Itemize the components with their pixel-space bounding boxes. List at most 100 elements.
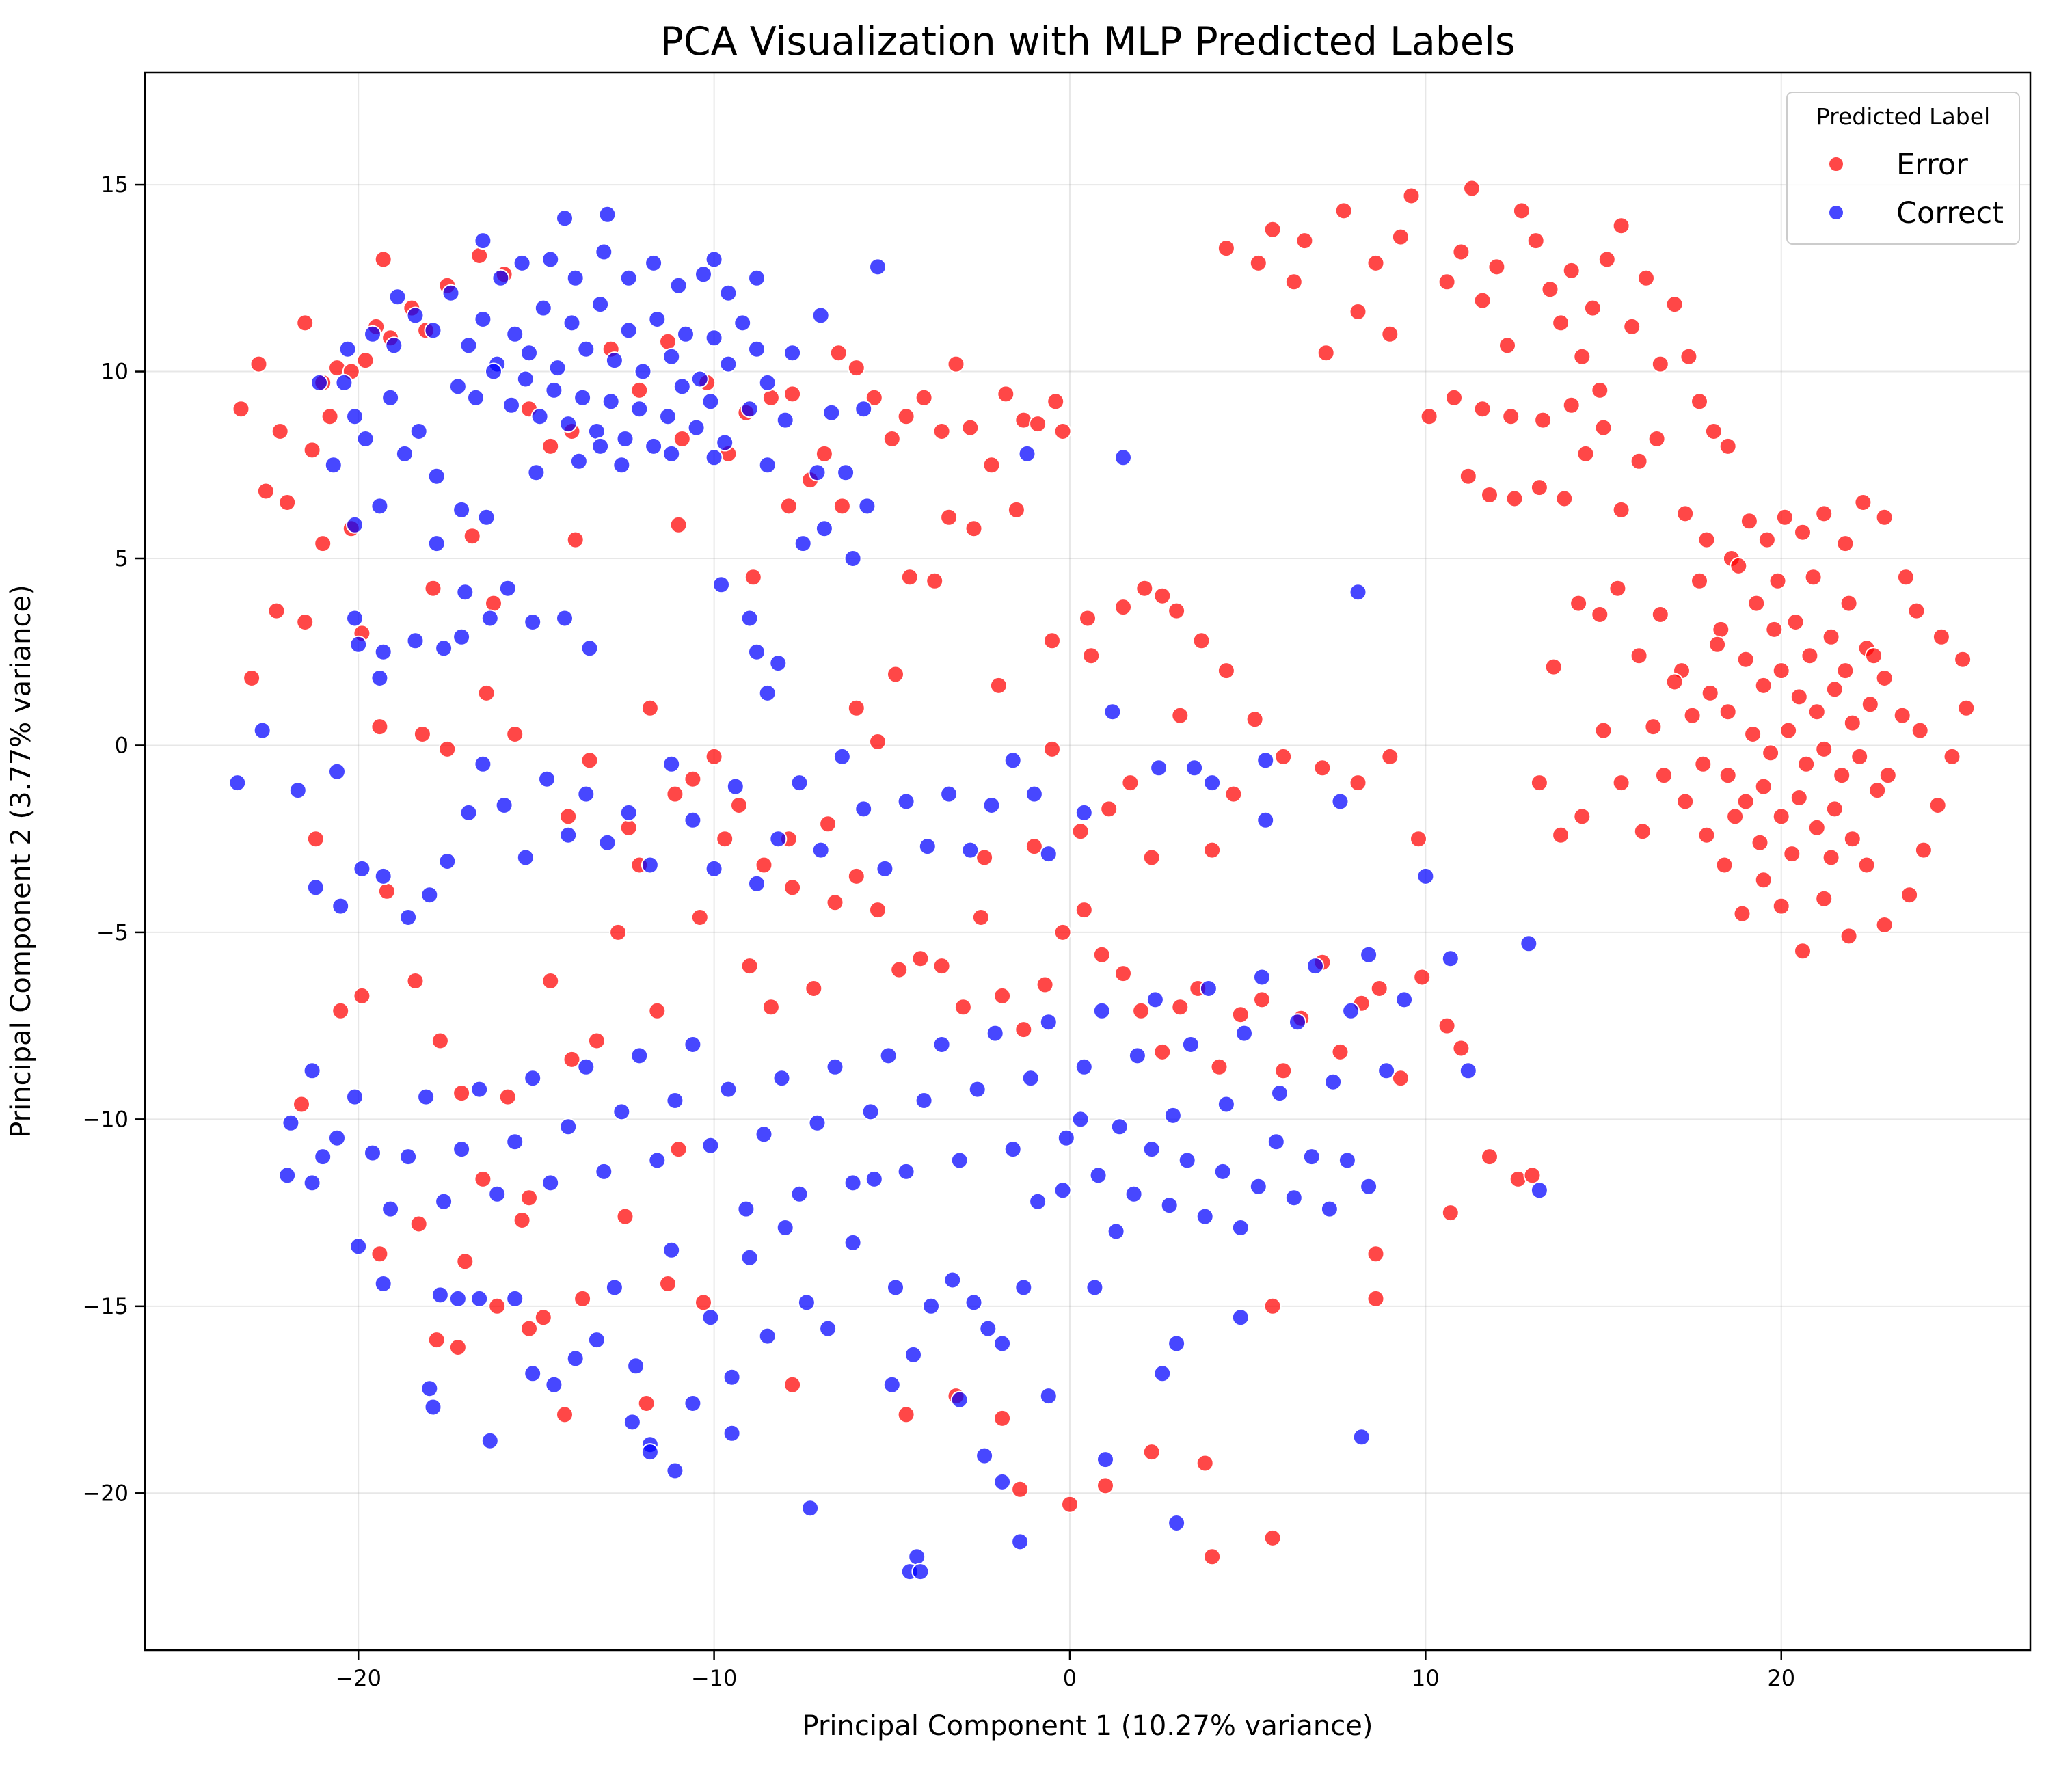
correct-point [904, 1345, 922, 1364]
legend: Predicted Label Error Correct [1786, 92, 2020, 245]
error-point [353, 986, 371, 1005]
correct-point [790, 1185, 809, 1203]
correct-point [498, 579, 517, 597]
correct-point [1289, 1013, 1306, 1032]
error-point [847, 867, 865, 885]
correct-point [1178, 1151, 1196, 1170]
error-point [1676, 504, 1695, 523]
error-point [520, 1319, 538, 1338]
correct-point [303, 1062, 321, 1080]
error-point [1541, 280, 1559, 299]
correct-point [740, 609, 759, 628]
correct-point [388, 288, 407, 306]
error-point [1594, 418, 1613, 437]
error-point [1651, 355, 1669, 373]
error-point [474, 1170, 492, 1188]
correct-point [740, 400, 759, 418]
error-point [1498, 336, 1516, 355]
error-point [1797, 755, 1816, 773]
correct-point [915, 1092, 933, 1109]
correct-point [481, 1431, 499, 1450]
error-point [1836, 535, 1855, 553]
error-point [1744, 725, 1762, 743]
error-point [869, 733, 887, 751]
legend-box [1786, 92, 2020, 245]
correct-point [897, 792, 915, 811]
correct-point [306, 878, 325, 897]
error-point [1861, 695, 1879, 714]
correct-point [908, 1548, 926, 1566]
error-point [976, 848, 994, 867]
error-point [541, 972, 560, 990]
error-point [940, 508, 958, 526]
error-point [1954, 650, 1972, 669]
error-point [1943, 747, 1961, 766]
correct-point [705, 250, 723, 269]
correct-point [324, 456, 342, 474]
error-point [900, 568, 919, 587]
error-point [1246, 710, 1264, 729]
error-point [847, 699, 865, 717]
correct-point [577, 1057, 595, 1076]
series-correct [228, 205, 1548, 1581]
correct-point [399, 908, 418, 926]
error-point [371, 1245, 389, 1263]
error-point [1367, 1245, 1385, 1263]
error-point [1740, 512, 1758, 530]
correct-point [371, 669, 389, 687]
error-point [1843, 714, 1861, 732]
error-point [1036, 975, 1054, 994]
error-point [303, 441, 321, 459]
correct-point [641, 856, 659, 874]
error-point [1502, 407, 1520, 426]
error-point [989, 676, 1008, 695]
chart-title: PCA Visualization with MLP Predicted Lab… [660, 19, 1515, 64]
error-point [659, 332, 677, 351]
error-point [1224, 785, 1243, 803]
error-point [1349, 774, 1367, 792]
error-point [1370, 980, 1388, 997]
error-point [1836, 662, 1855, 680]
correct-point [1231, 1308, 1250, 1327]
error-point [926, 571, 944, 590]
correct-point [1271, 1084, 1289, 1103]
correct-point [811, 841, 830, 859]
error-point [1196, 1454, 1214, 1472]
correct-point [726, 777, 744, 796]
error-point [1633, 822, 1652, 841]
correct-point [648, 310, 667, 328]
correct-point [950, 1151, 969, 1170]
error-point [587, 1032, 606, 1050]
error-point [1612, 500, 1630, 519]
error-point [1833, 766, 1851, 785]
error-point [1851, 747, 1869, 766]
correct-point [513, 254, 531, 272]
error-point [1630, 647, 1648, 665]
correct-point [605, 1278, 623, 1297]
correct-point [677, 325, 695, 343]
correct-point [253, 721, 271, 740]
correct-point [424, 321, 442, 340]
correct-point [1349, 583, 1367, 602]
correct-point [534, 299, 552, 317]
error-point [648, 1001, 667, 1020]
correct-point [524, 1364, 542, 1383]
error-point [1576, 444, 1595, 463]
error-point [1413, 968, 1431, 986]
error-point [448, 1338, 467, 1356]
error-point [1704, 422, 1723, 440]
error-point [1697, 530, 1716, 549]
error-point [424, 579, 442, 597]
error-point [1488, 258, 1506, 276]
correct-point [961, 841, 980, 859]
correct-point [1199, 980, 1217, 997]
correct-point [516, 370, 535, 388]
error-point [887, 665, 904, 684]
correct-point [431, 1286, 449, 1304]
error-point [659, 1275, 677, 1293]
correct-point [481, 609, 499, 628]
error-point [488, 1297, 507, 1315]
correct-point [1168, 1514, 1186, 1532]
correct-point [918, 837, 937, 856]
error-point [1573, 807, 1591, 826]
